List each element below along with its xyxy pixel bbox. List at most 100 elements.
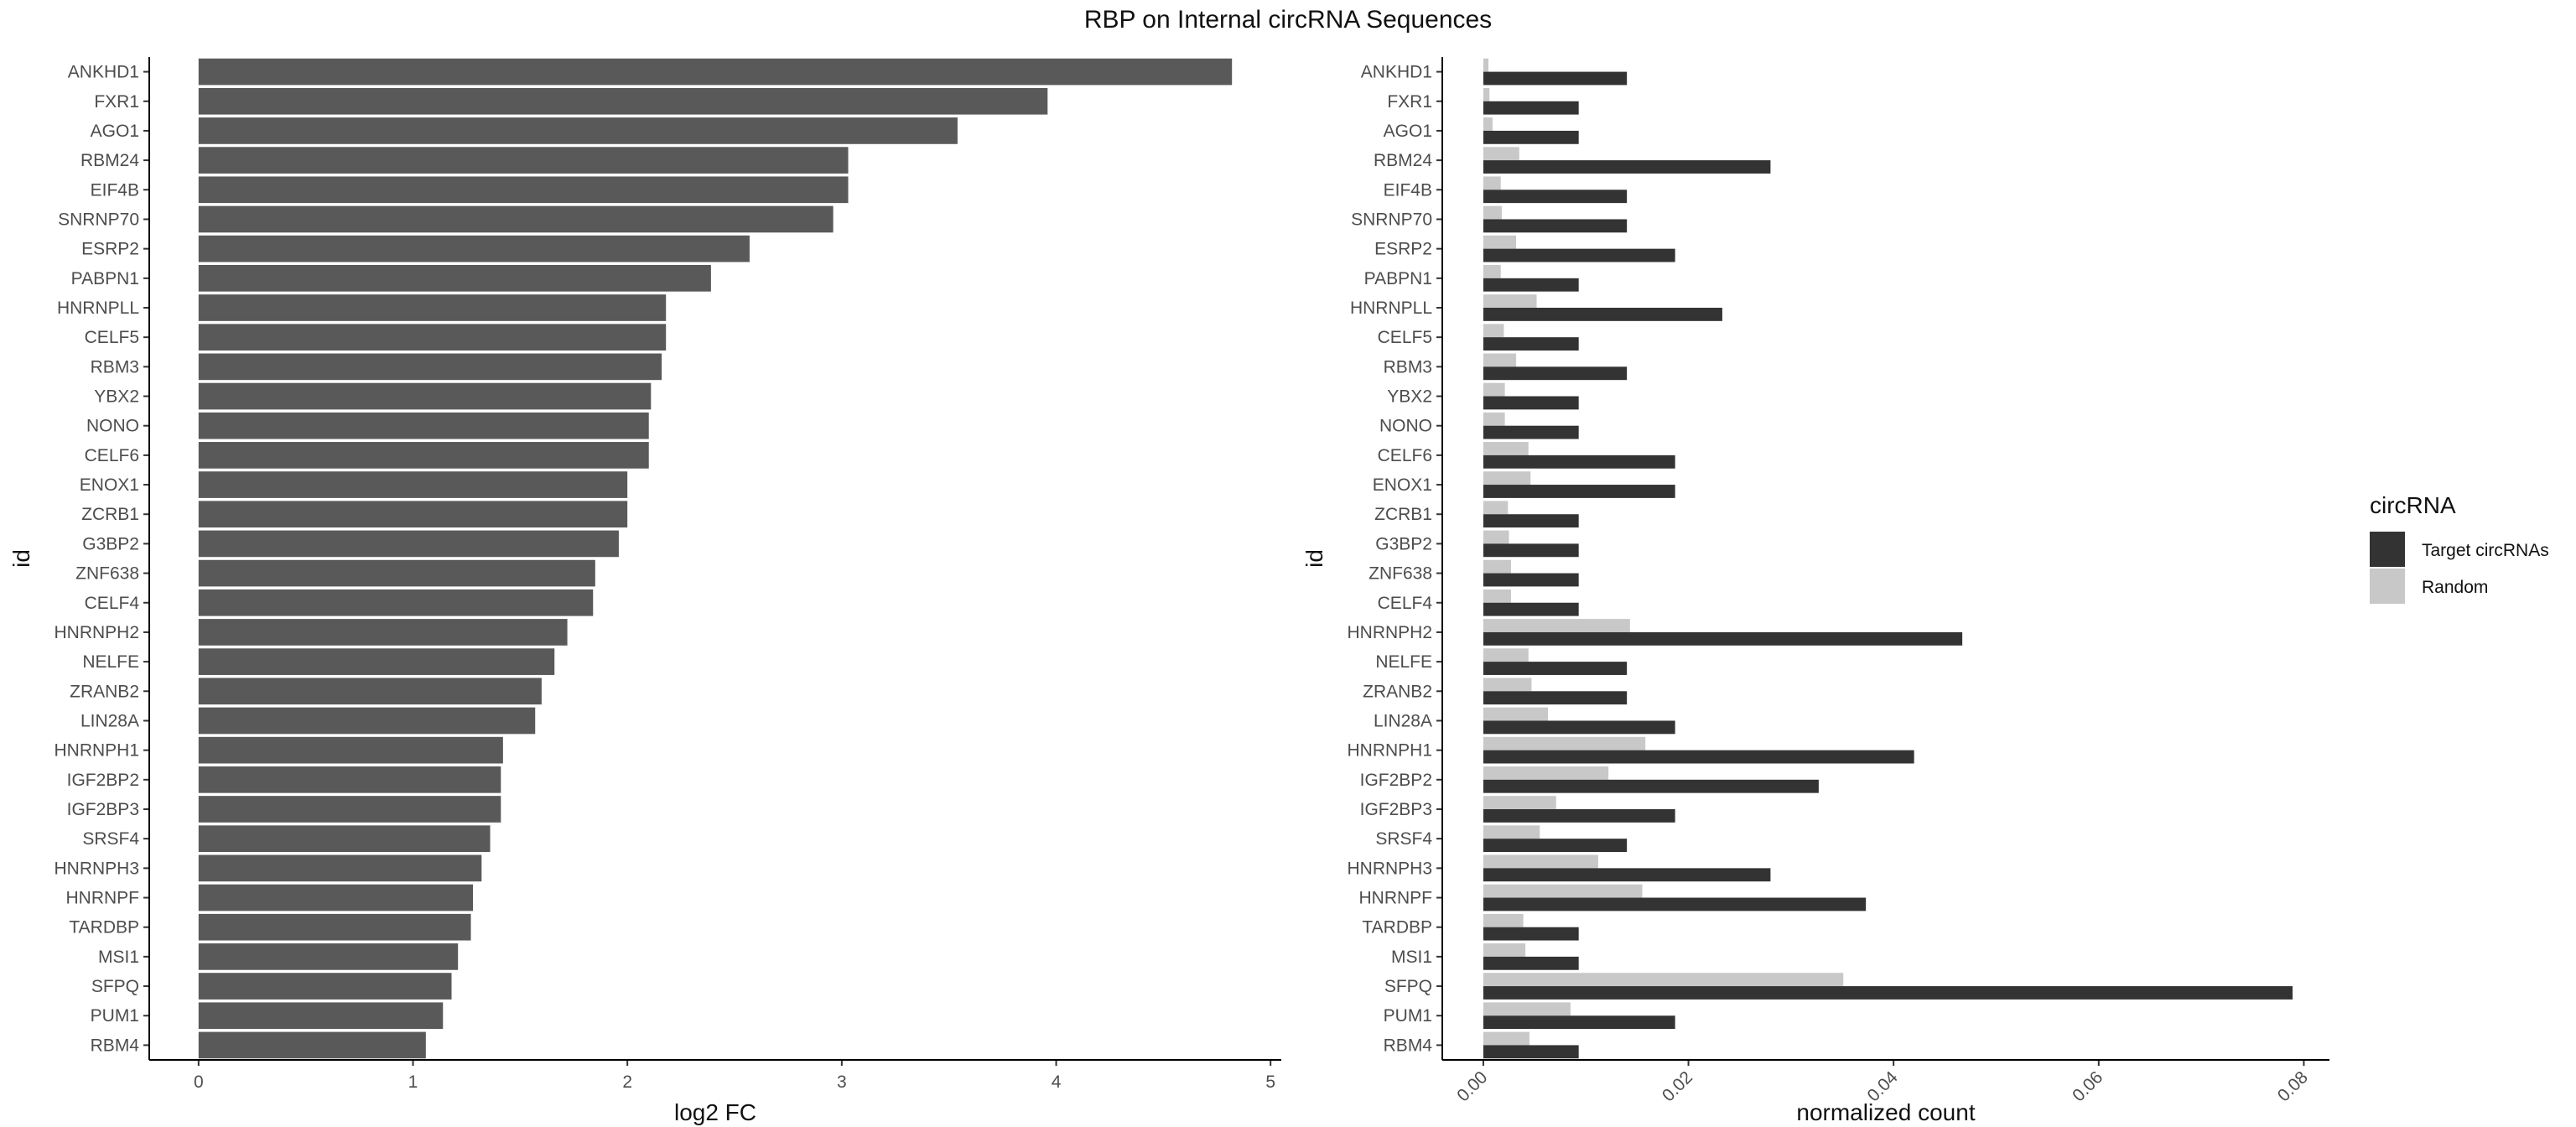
y-tick-label: HNRNPH3 bbox=[1347, 859, 1432, 878]
y-tick-label: IGF2BP2 bbox=[67, 771, 139, 790]
bar-random-msi1 bbox=[1483, 943, 1526, 957]
bar-hnrnpll bbox=[198, 294, 667, 321]
bar-target-srsf4 bbox=[1483, 839, 1628, 853]
x-tick-label: 4 bbox=[1052, 1072, 1062, 1092]
bar-random-eif4b bbox=[1483, 176, 1501, 190]
y-tick-label: YBX2 bbox=[94, 387, 139, 407]
y-tick-label: ZRANB2 bbox=[70, 682, 139, 701]
y-tick-label: HNRNPH1 bbox=[54, 741, 139, 761]
y-tick-label: HNRNPF bbox=[66, 889, 140, 908]
y-tick-label: HNRNPH3 bbox=[54, 859, 139, 878]
bar-target-msi1 bbox=[1483, 956, 1579, 970]
bar-target-pum1 bbox=[1483, 1015, 1675, 1030]
p2-y-axis-title: id bbox=[1301, 549, 1327, 568]
y-tick-label: NONO bbox=[86, 417, 139, 436]
bar-random-pum1 bbox=[1483, 1002, 1571, 1016]
bar-hnrnpf bbox=[198, 884, 474, 911]
y-tick-label: RBM24 bbox=[80, 151, 139, 170]
bar-znf638 bbox=[198, 559, 595, 587]
legend: circRNA Target circRNAs Random bbox=[2370, 492, 2549, 604]
bar-target-znf638 bbox=[1483, 573, 1579, 587]
bar-pum1 bbox=[198, 1002, 444, 1030]
y-tick-label: SFPQ bbox=[1384, 977, 1432, 996]
legend-key-target bbox=[2370, 532, 2405, 567]
bar-hnrnph2 bbox=[198, 619, 568, 646]
bar-random-celf4 bbox=[1483, 589, 1511, 603]
y-tick-label: RBM4 bbox=[91, 1036, 140, 1055]
y-tick-label: PABPN1 bbox=[71, 269, 139, 288]
bar-random-sfpq bbox=[1483, 973, 1844, 987]
y-tick-label: G3BP2 bbox=[1375, 534, 1432, 553]
bar-target-sfpq bbox=[1483, 986, 2293, 1000]
y-tick-label: HNRNPLL bbox=[1350, 299, 1432, 318]
bar-target-g3bp2 bbox=[1483, 543, 1579, 558]
bar-zranb2 bbox=[198, 678, 542, 705]
bar-zcrb1 bbox=[198, 501, 628, 528]
y-tick-label: RBM24 bbox=[1374, 151, 1432, 170]
y-tick-label: HNRNPH1 bbox=[1347, 741, 1432, 761]
bar-hnrnph3 bbox=[198, 854, 482, 882]
bar-random-enox1 bbox=[1483, 471, 1531, 486]
bar-nelfe bbox=[198, 648, 555, 675]
y-tick-label: LIN28A bbox=[1374, 711, 1432, 730]
bar-random-hnrnph1 bbox=[1483, 736, 1646, 750]
bar-random-rbm4 bbox=[1483, 1031, 1530, 1046]
p1-y-axis-title: id bbox=[8, 549, 34, 568]
legend-key-random bbox=[2370, 569, 2405, 604]
bar-rbm4 bbox=[198, 1031, 426, 1059]
y-tick-label: CELF6 bbox=[85, 446, 139, 465]
bar-random-esrp2 bbox=[1483, 235, 1517, 249]
y-tick-label: NONO bbox=[1379, 417, 1432, 436]
legend-label-random: Random bbox=[2422, 578, 2488, 597]
bar-target-hnrnph2 bbox=[1483, 631, 1963, 646]
x-tick-label: 0 bbox=[194, 1072, 204, 1092]
bar-target-pabpn1 bbox=[1483, 278, 1579, 292]
y-tick-label: CELF5 bbox=[1378, 328, 1432, 347]
y-tick-label: FXR1 bbox=[94, 92, 139, 112]
y-tick-label: HNRNPH2 bbox=[1347, 623, 1432, 642]
y-tick-label: SRSF4 bbox=[82, 829, 139, 849]
bar-celf6 bbox=[198, 442, 649, 469]
bar-target-hnrnph1 bbox=[1483, 750, 1914, 764]
y-tick-label: SFPQ bbox=[91, 977, 139, 996]
bar-target-enox1 bbox=[1483, 485, 1675, 498]
y-tick-label: HNRNPF bbox=[1359, 889, 1433, 908]
bar-rbm24 bbox=[198, 147, 849, 174]
y-tick-label: RBM3 bbox=[1384, 357, 1432, 377]
y-tick-label: SRSF4 bbox=[1375, 829, 1432, 849]
bar-target-fxr1 bbox=[1483, 101, 1579, 115]
y-tick-label: SNRNP70 bbox=[1351, 210, 1432, 229]
y-tick-label: ESRP2 bbox=[81, 240, 139, 259]
bar-random-celf5 bbox=[1483, 324, 1504, 338]
bar-random-pabpn1 bbox=[1483, 264, 1501, 278]
p1-x-axis-title: log2 FC bbox=[674, 1099, 756, 1125]
bar-target-nono bbox=[1483, 425, 1579, 439]
bar-celf5 bbox=[198, 324, 667, 351]
p1-bars bbox=[198, 58, 1233, 1059]
y-tick-label: ZCRB1 bbox=[81, 505, 139, 524]
y-tick-label: EIF4B bbox=[91, 180, 139, 200]
bar-random-znf638 bbox=[1483, 559, 1511, 574]
bar-ankhd1 bbox=[198, 58, 1233, 86]
bar-lin28a bbox=[198, 707, 536, 735]
bar-hnrnph1 bbox=[198, 736, 503, 764]
y-tick-label: ENOX1 bbox=[80, 475, 139, 495]
bar-rbm3 bbox=[198, 353, 662, 381]
p1-y-ticks bbox=[143, 70, 149, 1046]
y-tick-label: ANKHD1 bbox=[68, 63, 139, 82]
bar-target-hnrnpll bbox=[1483, 308, 1722, 321]
bar-random-fxr1 bbox=[1483, 87, 1490, 101]
bar-target-hnrnpf bbox=[1483, 897, 1867, 911]
y-tick-label: IGF2BP3 bbox=[1360, 800, 1432, 819]
bar-target-nelfe bbox=[1483, 662, 1628, 675]
y-tick-label: CELF5 bbox=[85, 328, 139, 347]
bar-random-hnrnph3 bbox=[1483, 854, 1598, 869]
y-tick-label: SNRNP70 bbox=[58, 210, 139, 229]
bar-random-zranb2 bbox=[1483, 678, 1532, 692]
x-tick-label: 0.06 bbox=[2069, 1067, 2106, 1105]
chart-title: RBP on Internal circRNA Sequences bbox=[1084, 6, 1492, 34]
bar-sfpq bbox=[198, 973, 452, 1000]
bar-target-eif4b bbox=[1483, 190, 1628, 204]
y-tick-label: RBM3 bbox=[91, 357, 139, 377]
